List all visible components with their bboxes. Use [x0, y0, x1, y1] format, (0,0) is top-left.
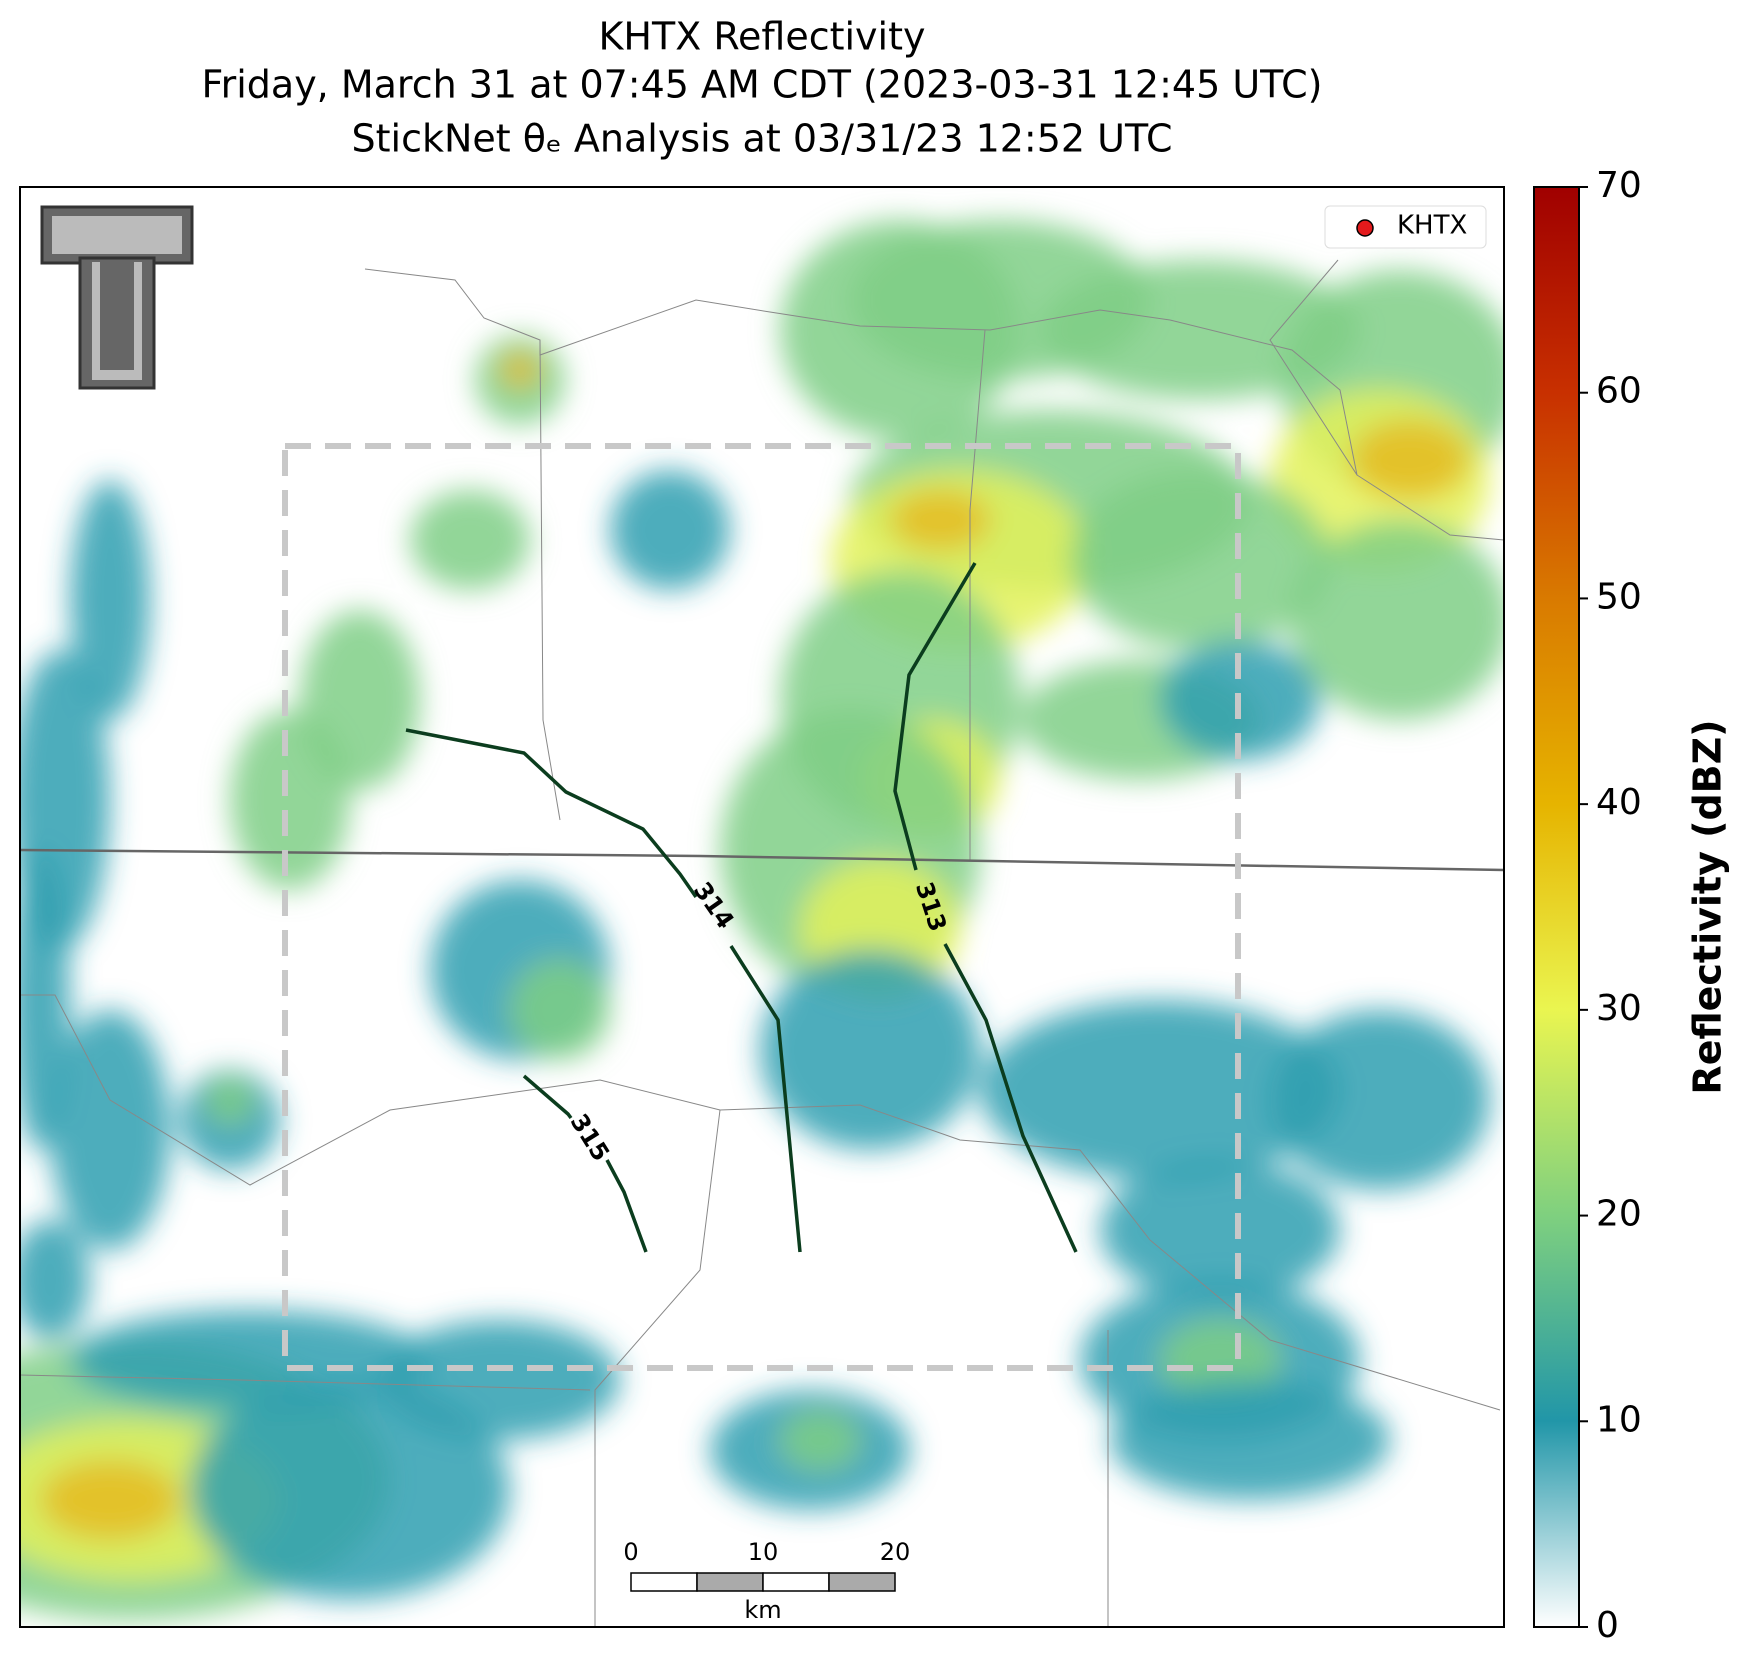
legend-label: KHTX: [1397, 211, 1467, 241]
echo: [1100, 1160, 1340, 1300]
scale-tick-label: 10: [748, 1538, 779, 1566]
theta-e-contours: [405, 562, 1078, 1253]
echo: [20, 850, 70, 1150]
echo: [1040, 260, 1360, 400]
echo: [890, 490, 990, 550]
colorbar-tick-label: 10: [1596, 1399, 1642, 1440]
scale-bar: km 0 10 20: [623, 1538, 910, 1624]
echo: [1110, 1380, 1390, 1500]
colorbar-tick-label: 20: [1596, 1194, 1642, 1235]
title-line: StickNet θₑ Analysis at 03/31/23 12:52 U…: [351, 117, 1172, 161]
echo: [190, 1380, 510, 1600]
echo: [760, 950, 980, 1150]
analysis-box: [282, 443, 1241, 1371]
colorbar: Reflectivity (dBZ) 0 10 20 30 40 50 60 70: [1533, 165, 1730, 1646]
contour-line: [943, 943, 1078, 1253]
legend-box: [1324, 205, 1487, 249]
scale-tick-label: 20: [880, 1538, 911, 1566]
echo: [70, 1310, 430, 1410]
echo: [40, 1460, 180, 1540]
legend-marker: [1356, 219, 1374, 237]
scale-tick-label: 0: [623, 1538, 638, 1566]
logo: [40, 205, 194, 390]
echo: [20, 1220, 90, 1340]
title-line: KHTX Reflectivity: [599, 15, 926, 59]
echo: [980, 1000, 1340, 1180]
contour-line: [729, 945, 802, 1253]
colorbar-tick-label: 0: [1596, 1605, 1619, 1646]
legend: KHTX: [1324, 205, 1487, 249]
scale-unit: km: [744, 1596, 781, 1624]
contour-line: [522, 1074, 573, 1120]
echo: [1290, 520, 1504, 720]
echo: [1350, 420, 1470, 500]
colorbar-tick-label: 30: [1596, 988, 1642, 1029]
echo: [50, 1010, 170, 1250]
county-lines: [20, 259, 1504, 1627]
colorbar-tick-label: 50: [1596, 576, 1642, 617]
colorbar-label: Reflectivity (dBZ): [1686, 719, 1730, 1094]
echo: [500, 352, 540, 388]
title-line: Friday, March 31 at 07:45 AM CDT (2023-0…: [202, 63, 1323, 107]
colorbar-ramp: [1533, 186, 1580, 1628]
contour-line: [405, 728, 698, 898]
colorbar-tick-label: 70: [1596, 165, 1642, 206]
map-frame: [19, 186, 1505, 1628]
echo: [410, 490, 530, 590]
echo: [230, 710, 350, 890]
echo: [1270, 1010, 1490, 1190]
echo: [780, 1410, 860, 1470]
colorbar-tick-label: 60: [1596, 371, 1642, 412]
contour-line: [893, 562, 977, 871]
colorbar-tick-label: 40: [1596, 782, 1642, 823]
echo: [70, 480, 150, 720]
map: 314 313 315 KHTX km 0 10 20: [20, 187, 1504, 1627]
echo: [380, 1320, 620, 1440]
echo: [205, 1075, 255, 1125]
contour-line: [605, 1159, 648, 1253]
echo: [1070, 470, 1330, 650]
echo: [510, 960, 610, 1060]
echo: [610, 470, 730, 590]
